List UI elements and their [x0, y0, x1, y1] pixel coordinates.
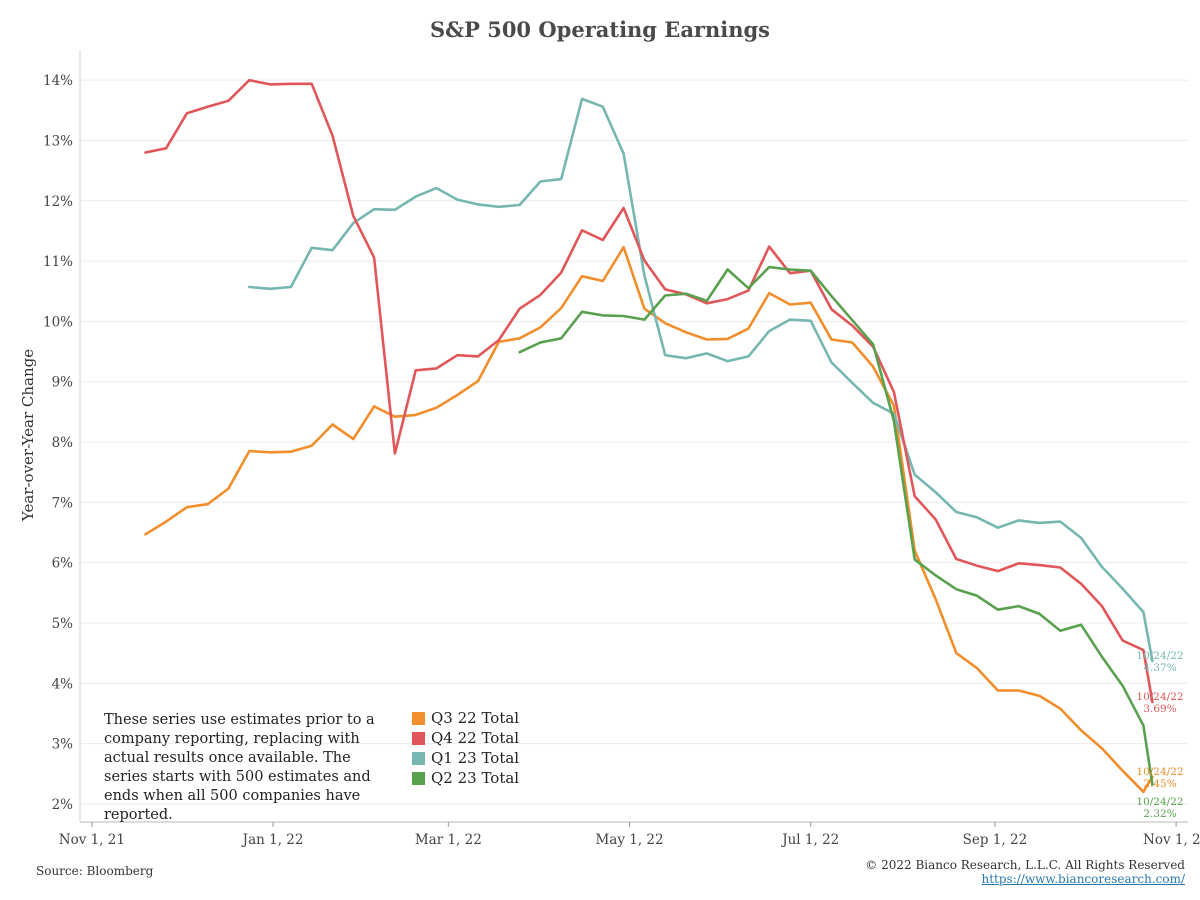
legend-swatch [412, 751, 425, 765]
y-tick-label: 9% [52, 375, 74, 391]
x-tick-label: Jul 1, 22 [780, 832, 839, 848]
y-tick-label: 3% [52, 737, 74, 753]
legend-item: Q2 23 Total [412, 768, 519, 788]
legend: Q3 22 Total Q4 22 Total Q1 23 Total Q2 23 T… [412, 708, 519, 788]
x-tick-label: Nov 1, 22 [1143, 832, 1200, 848]
end-date-label: 10/24/22 [1136, 766, 1183, 778]
legend-item: Q3 22 Total [412, 708, 519, 728]
end-value-label: 3.69% [1143, 703, 1176, 715]
x-tick-label: Sep 1, 22 [963, 832, 1028, 848]
y-tick-label: 6% [52, 556, 74, 572]
y-tick-label: 11% [43, 254, 73, 270]
y-tick-label: 5% [52, 616, 74, 632]
y-tick-label: 14% [43, 73, 73, 89]
series-line-q4-22-total [144, 78, 1154, 704]
end-date-label: 10/24/22 [1136, 650, 1183, 662]
x-tick-label: May 1, 22 [595, 832, 663, 848]
x-tick-label: Jan 1, 22 [241, 832, 304, 848]
chart-title: S&P 500 Operating Earnings [429, 17, 771, 42]
legend-swatch [412, 711, 425, 725]
y-tick-label: 8% [52, 435, 74, 451]
legend-label: Q2 23 Total [431, 769, 520, 787]
legend-label: Q3 22 Total [431, 709, 520, 727]
series-line-q1-23-total [248, 97, 1154, 663]
y-tick-label: 12% [43, 194, 73, 210]
legend-item: Q4 22 Total [412, 728, 519, 748]
y-tick-label: 7% [52, 495, 74, 511]
y-tick-label: 10% [43, 314, 73, 330]
legend-item: Q1 23 Total [412, 748, 519, 768]
end-value-label: 2.45% [1143, 778, 1176, 790]
copyright-text: © 2022 Bianco Research, L.L.C. All Right… [865, 858, 1185, 872]
series-line-q2-23-total [518, 265, 1154, 786]
end-date-label: 10/24/22 [1136, 796, 1183, 808]
legend-swatch [412, 731, 425, 745]
y-tick-label: 13% [43, 133, 73, 149]
y-tick-label: 2% [52, 797, 74, 813]
x-tick-label: Nov 1, 21 [59, 832, 125, 848]
legend-label: Q4 22 Total [431, 729, 520, 747]
end-date-label: 10/24/22 [1136, 691, 1183, 703]
legend-label: Q1 23 Total [431, 749, 520, 767]
end-value-label: 2.32% [1143, 808, 1176, 820]
source-text: Source: Bloomberg [36, 864, 154, 878]
y-tick-label: 4% [52, 676, 74, 692]
legend-swatch [412, 771, 425, 785]
website-link[interactable]: https://www.biancoresearch.com/ [981, 872, 1185, 886]
end-value-label: 4.37% [1143, 662, 1176, 674]
x-tick-label: Mar 1, 22 [415, 832, 482, 848]
methodology-note: These series use estimates prior to a co… [104, 712, 375, 823]
